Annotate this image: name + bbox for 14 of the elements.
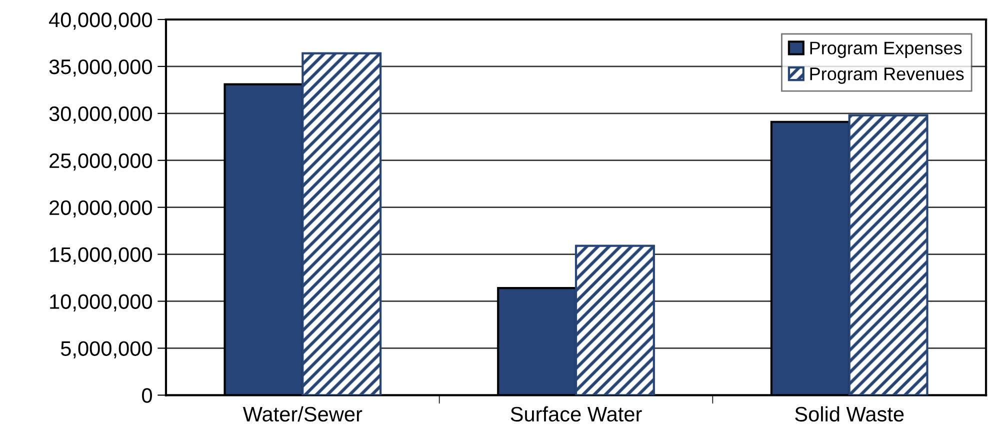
x-tick-label: Surface Water [510,406,642,422]
y-tick-label: 20,000,000 [50,200,152,218]
y-tick-label: 35,000,000 [49,59,152,77]
y-tick-label: 10,000,000 [50,294,152,312]
x-tick-label: Water/Sewer [242,406,362,422]
legend-label: Program Expenses [810,42,962,58]
y-tick-label: 0 [142,388,152,403]
y-tick-label: 30,000,000 [49,106,152,124]
y-tick-label: 15,000,000 [50,247,152,264]
y-tick-label: 25,000,000 [50,153,152,171]
x-tick-label: Solid Waste [795,406,904,422]
y-tick-label: 40,000,000 [49,12,152,30]
y-tick-label: 5,000,000 [60,341,152,358]
legend-label: Program Revenues [810,68,964,84]
